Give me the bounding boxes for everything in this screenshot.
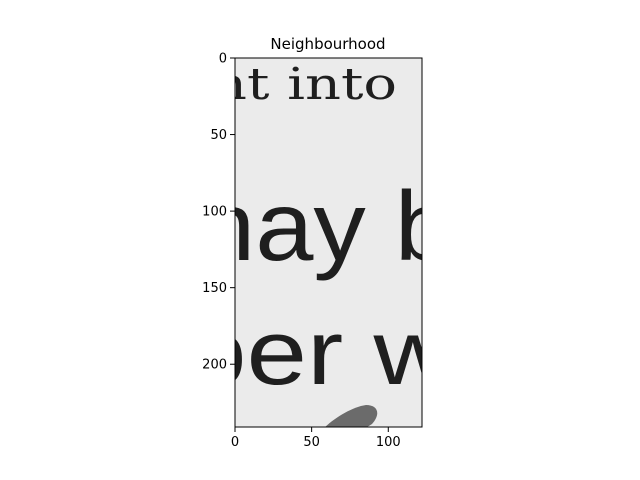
image-background	[235, 58, 422, 427]
neighbourhood-image: nt into nay b per w	[186, 58, 453, 427]
y-tick-label: 100	[202, 205, 227, 220]
y-tick-label: 200	[202, 358, 227, 373]
x-tick-label: 100	[376, 435, 401, 450]
image-text-line: per w	[186, 302, 453, 404]
x-tick-label: 0	[231, 435, 239, 450]
y-tick-label: 50	[210, 128, 227, 143]
y-tick-label: 150	[202, 281, 227, 296]
ink-smudge	[325, 405, 378, 427]
x-axis: 0 50 100	[231, 427, 401, 450]
x-tick-label: 50	[303, 435, 320, 450]
y-axis: 0 50 100 150 200	[202, 52, 235, 373]
plot-frame	[234, 57, 423, 428]
image-text-line: nay b	[197, 171, 453, 281]
y-tick-label: 0	[219, 52, 227, 67]
chart-title: Neighbourhood	[270, 35, 385, 53]
image-text-line: nt into	[211, 59, 397, 110]
